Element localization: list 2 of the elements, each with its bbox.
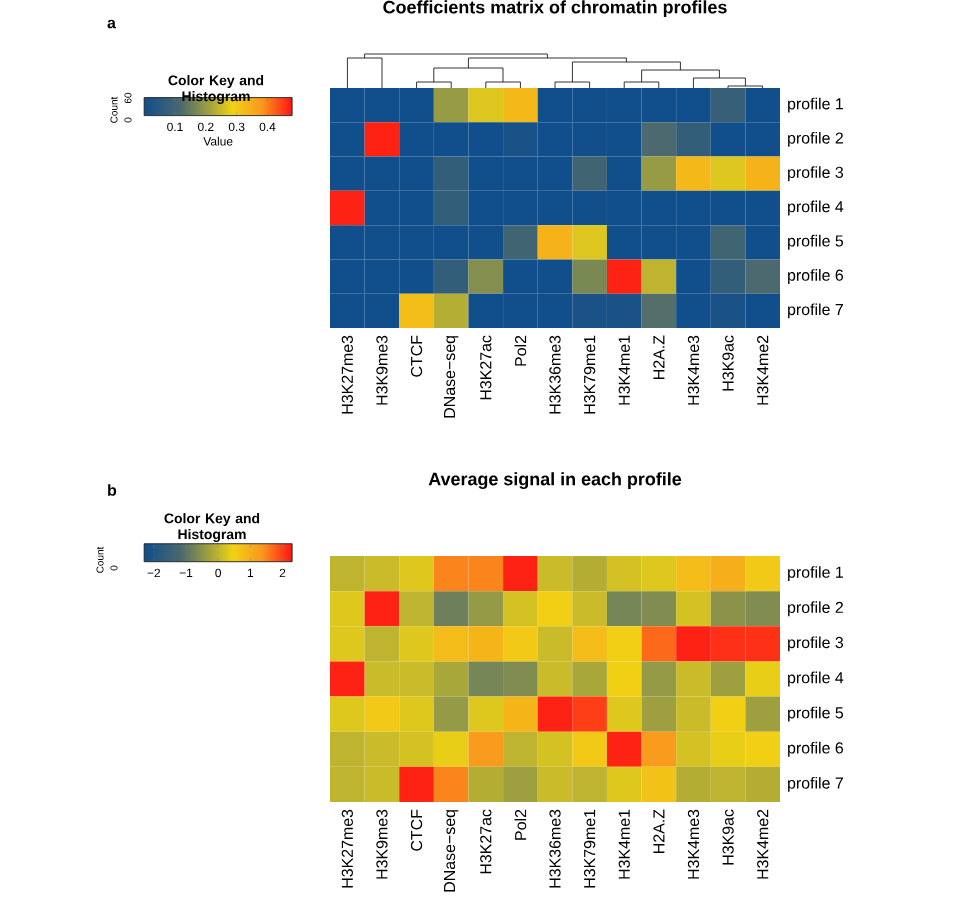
chart-title: Coefficients matrix of chromatin profiles — [383, 0, 727, 18]
chart-title: Average signal in each profile — [428, 472, 682, 490]
